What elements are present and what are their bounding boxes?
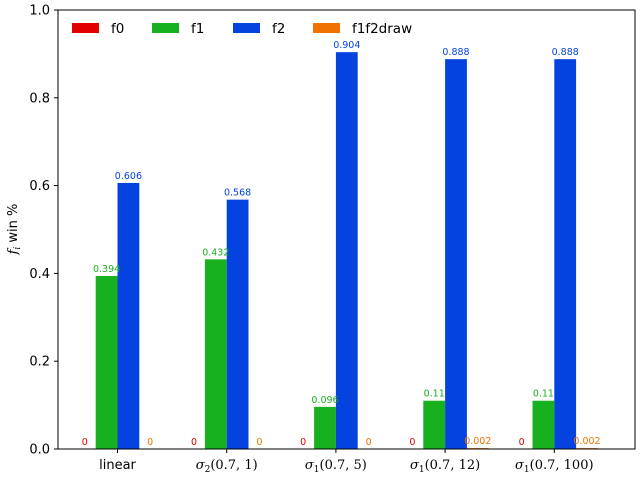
- bar-f1-0: [95, 276, 118, 449]
- bars-layer: [95, 52, 598, 449]
- value-label-f1f2draw-0: 0: [147, 437, 153, 448]
- legend-label-f2: f2: [272, 21, 285, 37]
- bar-f2-1: [226, 199, 249, 449]
- bar-f1-3: [423, 400, 446, 449]
- value-label-f0-1: 0: [191, 437, 197, 448]
- bar-f2-2: [335, 52, 358, 449]
- value-label-f1-0: 0.394: [93, 264, 120, 275]
- x-tick-label: σ2(0.7, 1): [196, 458, 258, 475]
- y-tick-label: 0.8: [29, 91, 50, 106]
- y-axis-label: fi win %: [6, 204, 23, 256]
- value-label-f0-4: 0: [519, 437, 525, 448]
- value-labels-layer: 0 0 0 0 0 0.394 0.432 0.096 0.11 0.11 0.606 0.568 0.…: [82, 40, 601, 448]
- bar-f1-2: [314, 406, 336, 449]
- bar-f2-4: [554, 59, 577, 449]
- value-label-f0-0: 0: [82, 437, 88, 448]
- bar-f1-1: [204, 259, 227, 449]
- value-label-f1f2draw-2: 0: [366, 437, 372, 448]
- value-label-f2-0: 0.606: [115, 171, 142, 182]
- x-axis: linear σ2(0.7, 1) σ1(0.7, 5) σ1(0.7, 12) σ1(…: [99, 449, 594, 475]
- plot-frame: [57, 9, 636, 450]
- legend: f0 f1 f2 f1f2draw: [72, 21, 412, 37]
- bar-f1-4: [532, 400, 555, 449]
- y-tick-label: 0.4: [29, 267, 50, 282]
- value-label-f1-1: 0.432: [202, 247, 229, 258]
- value-label-f1-2: 0.096: [311, 395, 338, 406]
- value-label-f1f2draw-4: 0.002: [573, 436, 600, 447]
- legend-swatch-f0: [72, 23, 99, 33]
- legend-label-f1: f1: [191, 21, 204, 37]
- legend-swatch-f2: [233, 23, 260, 33]
- x-tick-label: σ1(0.7, 5): [305, 458, 367, 475]
- legend-swatch-f1f2draw: [313, 23, 340, 33]
- value-label-f1f2draw-3: 0.002: [464, 436, 491, 447]
- legend-swatch-f1: [152, 23, 179, 33]
- y-axis: 0.0 0.2 0.4 0.6 0.8 1.0: [29, 4, 58, 458]
- value-label-f1-3: 0.11: [424, 389, 445, 400]
- value-label-f2-3: 0.888: [442, 47, 469, 58]
- legend-label-f1f2draw: f1f2draw: [352, 21, 412, 37]
- x-tick-label: σ1(0.7, 12): [410, 458, 480, 475]
- y-tick-label: 0.2: [29, 355, 50, 370]
- y-tick-label: 0.0: [29, 443, 50, 458]
- value-label-f2-4: 0.888: [552, 47, 579, 58]
- value-label-f2-2: 0.904: [333, 40, 360, 51]
- value-label-f1f2draw-1: 0: [256, 437, 262, 448]
- x-tick-label: σ1(0.7, 100): [515, 458, 594, 475]
- value-label-f0-2: 0: [300, 437, 306, 448]
- y-tick-label: 0.6: [29, 179, 50, 194]
- bar-f2-3: [445, 59, 467, 449]
- y-tick-label: 1.0: [29, 4, 50, 19]
- bar-f2-0: [117, 182, 140, 449]
- x-tick-label: linear: [99, 458, 136, 473]
- value-label-f2-1: 0.568: [224, 188, 251, 199]
- value-label-f0-3: 0: [409, 437, 415, 448]
- legend-label-f0: f0: [111, 21, 124, 37]
- value-label-f1-4: 0.11: [533, 389, 554, 400]
